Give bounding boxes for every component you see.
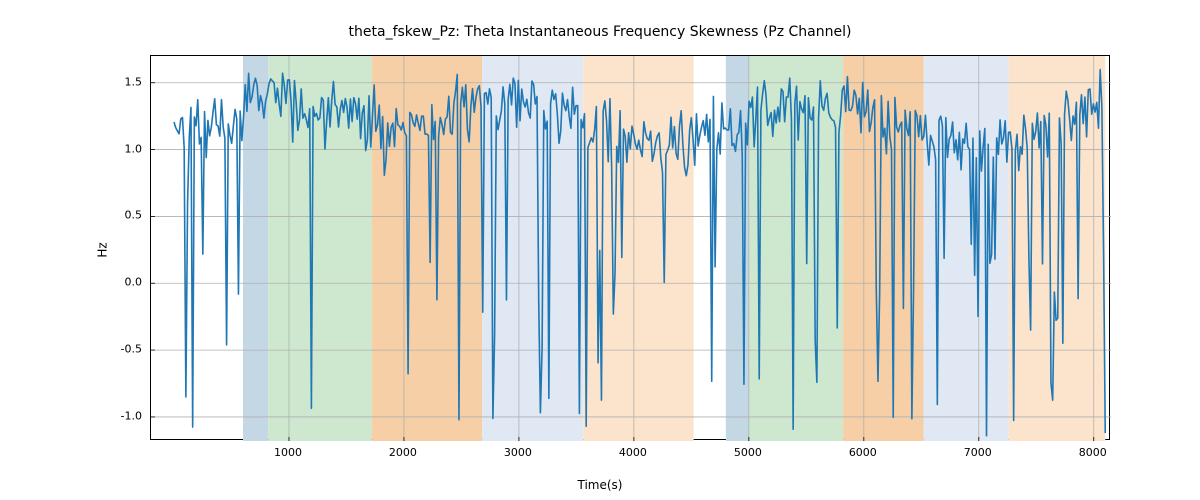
x-tick-label: 2000 — [389, 446, 417, 459]
x-tick-label: 5000 — [734, 446, 762, 459]
x-axis-label: Time(s) — [0, 478, 1200, 492]
x-tick-label: 6000 — [849, 446, 877, 459]
x-tick-label: 3000 — [504, 446, 532, 459]
x-tick-label: 7000 — [964, 446, 992, 459]
y-tick-label: 0.5 — [112, 209, 142, 222]
background-band — [583, 56, 693, 441]
x-tick-label: 4000 — [619, 446, 647, 459]
x-tick-label: 1000 — [274, 446, 302, 459]
y-tick-label: 1.5 — [112, 75, 142, 88]
chart-title: theta_fskew_Pz: Theta Instantaneous Freq… — [0, 24, 1200, 40]
y-tick-label: -0.5 — [112, 343, 142, 356]
background-band — [372, 56, 482, 441]
background-band — [1009, 56, 1106, 441]
plot-svg — [151, 56, 1111, 441]
y-axis-label: Hz — [96, 242, 110, 257]
y-tick-label: 0.0 — [112, 276, 142, 289]
x-tick-label: 8000 — [1079, 446, 1107, 459]
y-tick-label: -1.0 — [112, 409, 142, 422]
figure: theta_fskew_Pz: Theta Instantaneous Freq… — [0, 0, 1200, 500]
plot-axes — [150, 55, 1110, 440]
background-band — [482, 56, 583, 441]
y-tick-label: 1.0 — [112, 142, 142, 155]
